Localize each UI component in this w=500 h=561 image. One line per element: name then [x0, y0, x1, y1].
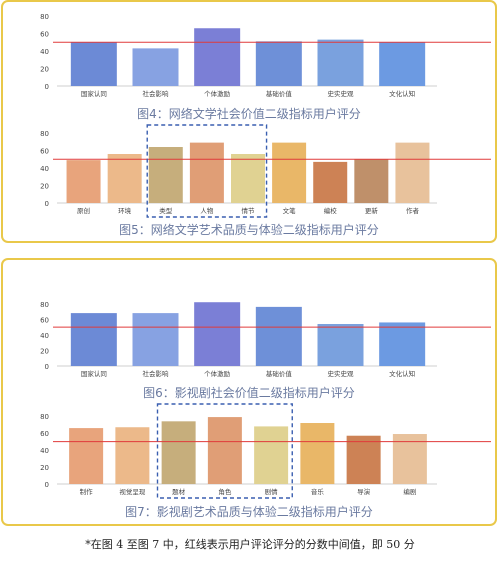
category-label: 编剧: [403, 487, 416, 496]
category-label: 作者: [406, 206, 420, 215]
bar: [70, 313, 117, 366]
bar: [207, 417, 242, 484]
bar: [346, 435, 381, 484]
chart-fig5: 0 20 40 60 80 原创 环境 类型 人物 情节 文笔 编校 更新 作者: [40, 124, 491, 218]
category-label: 社会影响: [143, 89, 170, 98]
bar: [272, 142, 307, 203]
chart-fig6: 0 20 40 60 80 国家认同 社会影响 个体激励 基础价值 史实史观 文化认知: [40, 301, 491, 378]
caption-fig5: 图5：网络文学艺术品质与体验二级指标用户评分: [119, 223, 379, 237]
bar: [254, 426, 289, 484]
bar: [317, 39, 364, 86]
footnote: *在图 4 至图 7 中，红线表示用户评论评分的分数中间值，即 50 分: [85, 538, 415, 551]
bar: [313, 161, 348, 203]
category-label: 文笔: [283, 206, 297, 215]
bar: [132, 48, 179, 86]
ytick-label: 40: [40, 165, 49, 173]
bar: [66, 160, 101, 203]
category-label: 个体激励: [204, 369, 231, 378]
bar: [255, 306, 302, 366]
bar: [115, 427, 150, 484]
highlight-box: [156, 403, 293, 499]
category-label: 视觉呈现: [119, 487, 146, 496]
bar: [317, 324, 364, 366]
category-label: 基础价值: [266, 89, 293, 98]
bar: [379, 42, 426, 86]
bar: [354, 159, 389, 203]
panel-network-literature: 0 20 40 60 80 国家认同 社会影响 个体激励 基础价值 史实史观 文化认知 图4：网络文…: [1, 0, 497, 243]
category-label: 导演: [357, 487, 371, 496]
category-label: 国家认同: [81, 89, 107, 98]
bar: [107, 154, 142, 203]
bar: [148, 147, 183, 203]
category-label: 基础价值: [266, 369, 293, 378]
caption-fig7: 图7：影视剧艺术品质与体验二级指标用户评分: [125, 505, 373, 519]
category-label: 社会影响: [143, 369, 170, 378]
bar: [392, 434, 427, 484]
category-label: 个体激励: [204, 89, 231, 98]
category-label: 人物: [200, 206, 214, 215]
bar: [395, 142, 430, 203]
category-label: 制作: [80, 487, 94, 496]
category-label: 文化认知: [389, 89, 415, 98]
ytick-label: 20: [40, 347, 49, 355]
ytick-label: 80: [40, 301, 49, 309]
category-label: 文化认知: [389, 369, 415, 378]
bar: [194, 302, 241, 366]
chart-fig7: 0 20 40 60 80 制作 视觉呈现 题材 角色 剧情 音乐 导演 编剧: [40, 403, 491, 499]
bar: [70, 42, 117, 86]
bar: [231, 154, 265, 203]
ytick-label: 20: [40, 66, 49, 74]
ytick-label: 80: [40, 13, 49, 21]
category-label: 史实史观: [328, 369, 355, 378]
ytick-label: 80: [40, 130, 49, 138]
panel-tv-drama: 0 20 40 60 80 国家认同 社会影响 个体激励 基础价值 史实史观 文化认知 图6：影视剧…: [1, 258, 497, 526]
bar: [132, 313, 179, 366]
bar: [300, 423, 335, 484]
category-label: 更新: [365, 206, 379, 215]
ytick-label: 0: [45, 363, 49, 371]
category-label: 音乐: [311, 487, 325, 496]
bar: [69, 428, 104, 484]
bar: [194, 28, 241, 86]
ytick-label: 60: [40, 148, 49, 156]
category-label: 原创: [77, 206, 90, 215]
ytick-label: 0: [45, 200, 49, 208]
ytick-label: 80: [40, 413, 49, 421]
ytick-label: 40: [40, 48, 49, 56]
ytick-label: 20: [40, 464, 49, 472]
highlight-box: [146, 124, 268, 218]
ytick-label: 60: [40, 430, 49, 438]
bar: [379, 322, 426, 366]
ytick-label: 40: [40, 447, 49, 455]
ytick-label: 60: [40, 31, 49, 39]
category-label: 国家认同: [81, 369, 107, 378]
category-label: 题材: [172, 487, 186, 496]
ytick-label: 60: [40, 316, 49, 324]
ytick-label: 0: [45, 481, 49, 489]
bar: [189, 142, 224, 203]
bar: [161, 421, 196, 484]
category-label: 编校: [324, 206, 338, 215]
category-label: 情节: [242, 206, 256, 215]
category-label: 角色: [218, 487, 232, 496]
caption-fig6: 图6：影视剧社会价值二级指标用户评分: [143, 386, 355, 400]
caption-fig4: 图4：网络文学社会价值二级指标用户评分: [137, 107, 361, 121]
chart-fig4: 0 20 40 60 80 国家认同 社会影响 个体激励 基础价值 史实史观 文化认知: [40, 13, 491, 98]
ytick-label: 40: [40, 332, 49, 340]
bar: [255, 41, 302, 86]
category-label: 史实史观: [328, 89, 355, 98]
category-label: 环境: [118, 206, 132, 215]
ytick-label: 0: [45, 83, 49, 91]
ytick-label: 20: [40, 183, 49, 191]
category-label: 剧情: [265, 487, 279, 496]
category-label: 类型: [159, 206, 173, 215]
